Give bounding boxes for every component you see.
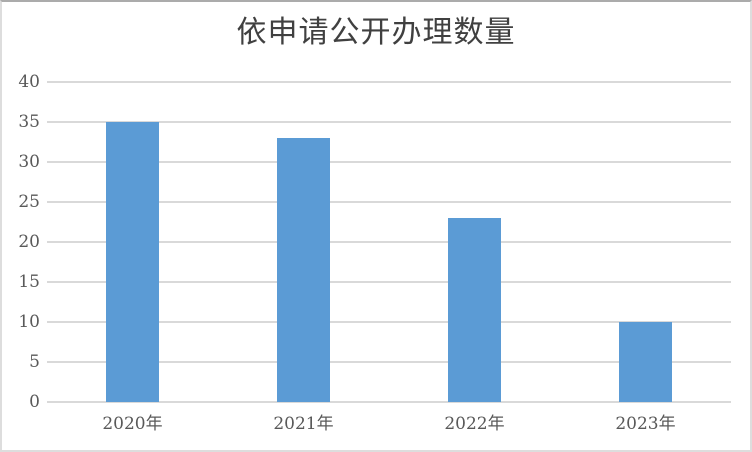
y-tick-label: 35: [18, 112, 40, 132]
x-tick-label: 2023年: [615, 414, 676, 434]
gridline: [47, 361, 731, 363]
y-tick-label: 40: [18, 72, 40, 92]
y-tick-label: 25: [18, 192, 40, 212]
y-tick-label: 20: [18, 232, 40, 252]
x-tick-label: 2021年: [273, 414, 334, 434]
x-axis-labels: 2020年 2021年 2022年 2023年: [47, 412, 731, 440]
bar-2021年: [277, 138, 330, 402]
x-tick-label: 2022年: [444, 414, 505, 434]
x-tick-label: 2020年: [102, 414, 163, 434]
gridline: [47, 81, 731, 83]
gridline: [47, 321, 731, 323]
y-tick-label: 5: [29, 352, 40, 372]
y-axis-labels: 0 5 10 15 20 25 30 35 40: [2, 72, 40, 412]
gridline: [47, 121, 731, 123]
gridline: [47, 161, 731, 163]
gridline: [47, 201, 731, 203]
y-tick-label: 0: [29, 392, 40, 412]
plot-area: [47, 81, 731, 403]
gridline: [47, 281, 731, 283]
bar-2020年: [106, 122, 159, 402]
bar-2022年: [448, 218, 501, 402]
y-tick-label: 10: [18, 312, 40, 332]
gridline: [47, 401, 731, 403]
bar-2023年: [619, 322, 672, 402]
chart-title: 依申请公开办理数量: [236, 15, 516, 50]
gridline: [47, 241, 731, 243]
y-tick-label: 30: [18, 152, 40, 172]
y-tick-label: 15: [18, 272, 40, 292]
